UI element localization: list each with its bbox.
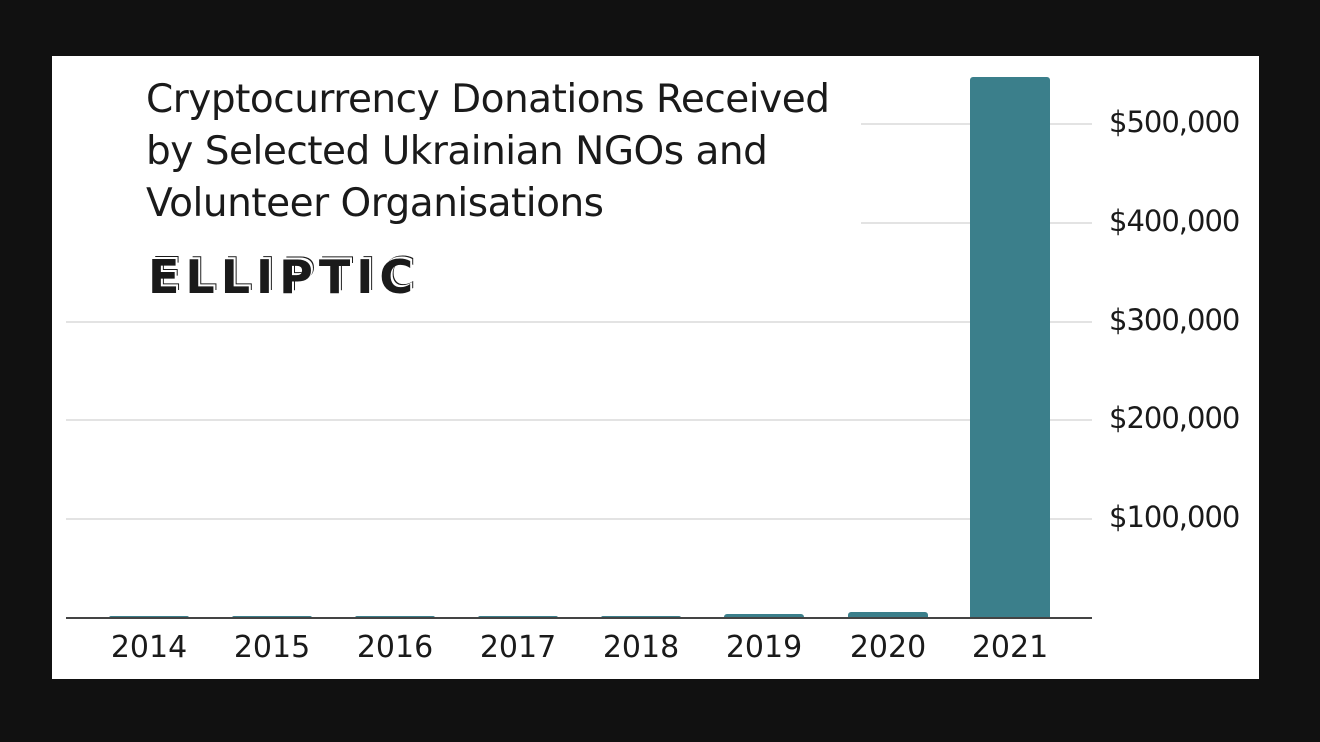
chart-panel: Cryptocurrency Donations Received by Sel… [52, 56, 1259, 679]
gridline [66, 419, 1092, 422]
gridline [66, 320, 1092, 323]
chart-title: Cryptocurrency Donations Received by Sel… [146, 74, 866, 230]
x-tick-label: 2016 [356, 630, 434, 665]
x-axis-line [66, 617, 1092, 619]
elliptic-logo: ELLIPTIC [148, 250, 420, 304]
title-line-1: Cryptocurrency Donations Received [146, 77, 830, 122]
bar-2020 [848, 611, 928, 618]
y-tick-label: $100,000 [1109, 500, 1240, 535]
title-line-2: by Selected Ukrainian NGOs and [146, 129, 768, 174]
y-tick-label: $200,000 [1109, 401, 1240, 436]
x-tick-label: 2015 [233, 630, 311, 665]
x-tick-label: 2017 [479, 630, 557, 665]
gridline [66, 518, 1092, 521]
bar-2021 [970, 76, 1050, 618]
bar-2019 [724, 614, 804, 618]
x-tick-label: 2014 [110, 630, 188, 665]
x-tick-label: 2020 [849, 630, 927, 665]
x-tick-label: 2018 [602, 630, 680, 665]
title-line-3: Volunteer Organisations [146, 181, 604, 226]
y-tick-label: $400,000 [1109, 203, 1240, 238]
y-tick-label: $500,000 [1109, 105, 1240, 139]
x-tick-label: 2021 [971, 630, 1049, 665]
y-tick-label: $300,000 [1109, 302, 1240, 337]
x-tick-label: 2019 [725, 630, 803, 665]
